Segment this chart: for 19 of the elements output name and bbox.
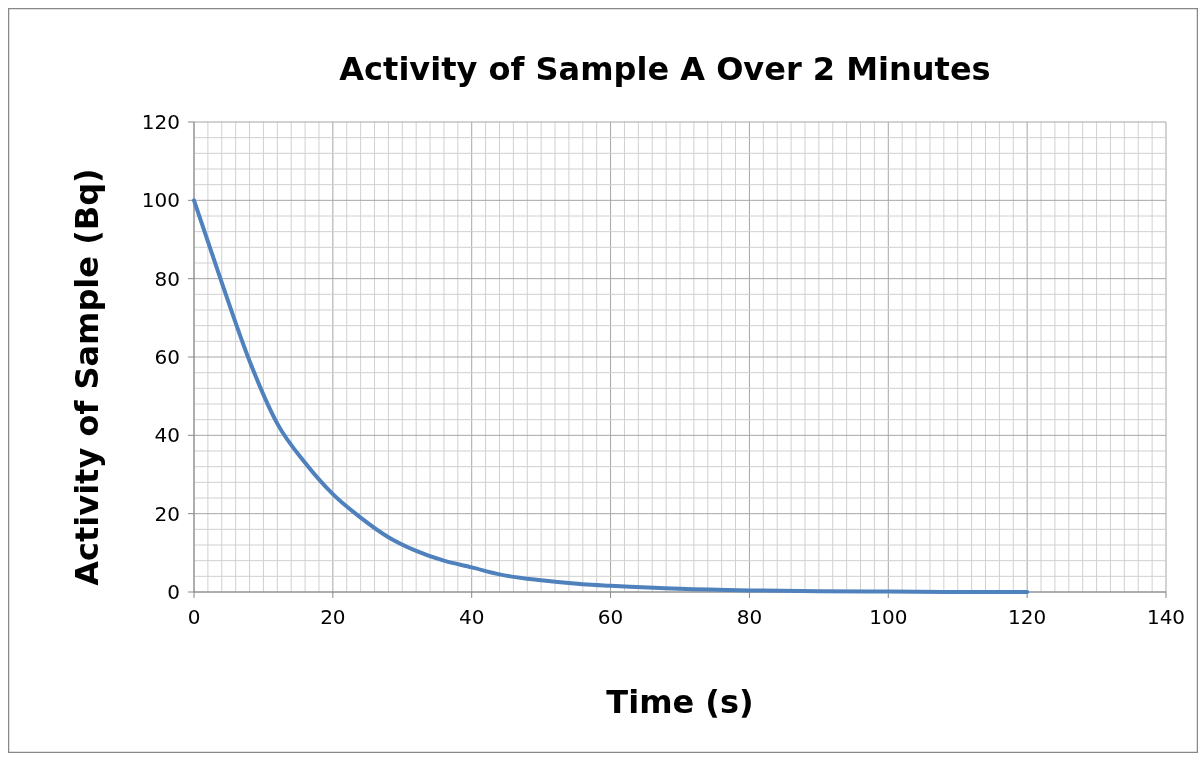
x-tick-label: 60 <box>597 605 624 629</box>
y-tick-label: 80 <box>154 266 180 291</box>
x-tick-label: 20 <box>320 605 346 629</box>
chart-title: Activity of Sample A Over 2 Minutes <box>339 50 991 88</box>
y-tick-label: 20 <box>154 501 180 526</box>
x-tick-label: 0 <box>187 605 201 629</box>
y-tick-label: 40 <box>154 423 180 448</box>
y-axis-title: Activity of Sample (Bq) <box>68 168 106 586</box>
y-tick-label: 0 <box>167 580 180 604</box>
x-axis-title: Time (s) <box>606 683 754 721</box>
y-tick-label: 60 <box>154 345 180 369</box>
y-tick-label: 120 <box>141 110 180 134</box>
y-tick-label: 100 <box>141 188 180 213</box>
x-tick-label: 40 <box>458 605 485 629</box>
x-tick-label: 80 <box>736 605 763 629</box>
x-tick-label: 140 <box>1146 605 1186 629</box>
x-tick-label: 100 <box>869 605 908 629</box>
x-tick-label: 120 <box>1008 605 1047 629</box>
line-series <box>192 198 1030 594</box>
